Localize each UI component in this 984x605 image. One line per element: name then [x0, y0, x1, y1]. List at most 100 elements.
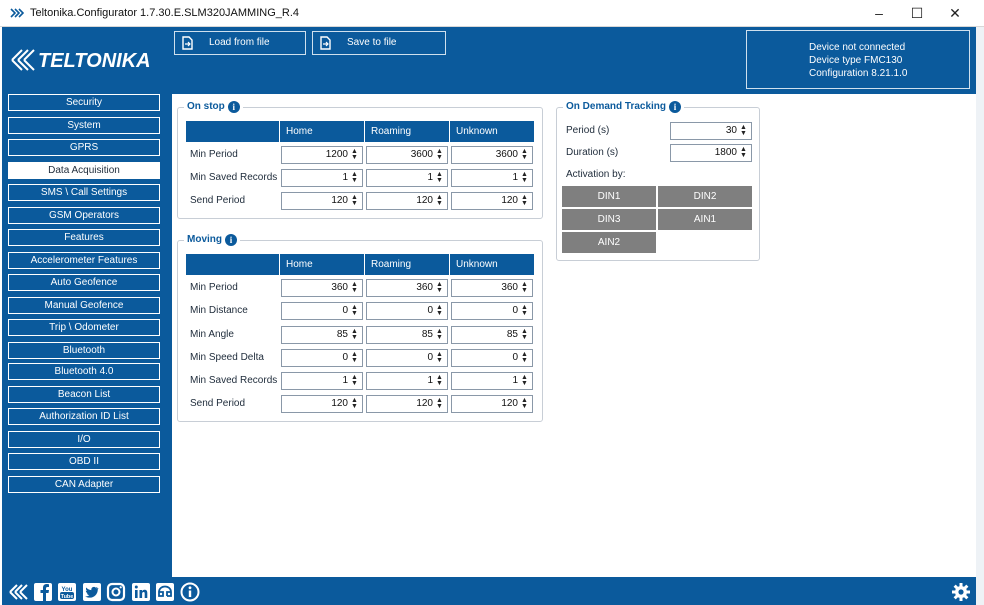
- spin-arrows-icon[interactable]: ▲ ▼: [351, 328, 358, 341]
- moving-min-speed-delta-home[interactable]: 0 ▲ ▼: [281, 349, 363, 367]
- spin-arrows-icon[interactable]: ▲ ▼: [351, 148, 358, 161]
- spin-arrows-icon[interactable]: ▲ ▼: [521, 148, 528, 161]
- on-stop-min-period-roaming[interactable]: 3600 ▲ ▼: [366, 146, 448, 164]
- spin-arrows-icon[interactable]: ▲ ▼: [521, 281, 528, 294]
- nav-accelerometer-features[interactable]: Accelerometer Features: [8, 252, 160, 269]
- spin-arrows-icon[interactable]: ▲ ▼: [436, 304, 443, 317]
- spin-arrows-icon[interactable]: ▲ ▼: [436, 171, 443, 184]
- nav-manual-geofence[interactable]: Manual Geofence: [8, 297, 160, 314]
- spin-arrows-icon[interactable]: ▲ ▼: [521, 194, 528, 207]
- moving-min-angle-unknown[interactable]: 85 ▲ ▼: [451, 326, 533, 344]
- settings-gear-icon[interactable]: [951, 582, 971, 602]
- nav-beacon-list[interactable]: Beacon List: [8, 386, 160, 403]
- on-stop-min-period-unknown[interactable]: 3600 ▲ ▼: [451, 146, 533, 164]
- nav-security[interactable]: Security: [8, 94, 160, 111]
- nav-sms-call-settings[interactable]: SMS \ Call Settings: [8, 184, 160, 201]
- on-stop-min-period-home[interactable]: 1200 ▲ ▼: [281, 146, 363, 164]
- din2-button[interactable]: DIN2: [658, 186, 752, 207]
- moving-send-period-roaming[interactable]: 120 ▲ ▼: [366, 395, 448, 413]
- spin-arrows-icon[interactable]: ▲ ▼: [521, 374, 528, 387]
- odt-period-input[interactable]: 30 ▲ ▼: [670, 122, 752, 140]
- spin-arrows-icon[interactable]: ▲ ▼: [436, 281, 443, 294]
- facebook-icon[interactable]: [33, 582, 53, 602]
- spin-arrows-icon[interactable]: ▲ ▼: [436, 374, 443, 387]
- chat-icon[interactable]: [155, 582, 175, 602]
- nav-can-adapter[interactable]: CAN Adapter: [8, 476, 160, 493]
- save-to-file-button[interactable]: Save to file: [312, 31, 446, 55]
- nav-trip-odometer[interactable]: Trip \ Odometer: [8, 319, 160, 336]
- din1-button[interactable]: DIN1: [562, 186, 656, 207]
- spin-arrows-icon[interactable]: ▲ ▼: [351, 304, 358, 317]
- on-stop-send-period-unknown[interactable]: 120 ▲ ▼: [451, 192, 533, 210]
- moving-row-label: Min Angle: [190, 329, 234, 340]
- instagram-icon[interactable]: [106, 582, 126, 602]
- on-stop-send-period-home[interactable]: 120 ▲ ▼: [281, 192, 363, 210]
- moving-min-saved-records-unknown[interactable]: 1 ▲ ▼: [451, 372, 533, 390]
- spin-arrows-icon[interactable]: ▲ ▼: [740, 124, 747, 137]
- twitter-icon[interactable]: [82, 582, 102, 602]
- nav-bluetooth[interactable]: Bluetooth: [8, 342, 160, 359]
- odt-duration-input[interactable]: 1800 ▲ ▼: [670, 144, 752, 162]
- spin-arrows-icon[interactable]: ▲ ▼: [521, 328, 528, 341]
- moving-min-speed-delta-unknown[interactable]: 0 ▲ ▼: [451, 349, 533, 367]
- spin-arrows-icon[interactable]: ▲ ▼: [521, 304, 528, 317]
- spin-arrows-icon[interactable]: ▲ ▼: [351, 194, 358, 207]
- on-stop-min-saved-records-unknown[interactable]: 1 ▲ ▼: [451, 169, 533, 187]
- spin-arrows-icon[interactable]: ▲ ▼: [351, 351, 358, 364]
- moving-min-angle-roaming[interactable]: 85 ▲ ▼: [366, 326, 448, 344]
- info-icon[interactable]: i: [227, 101, 240, 113]
- moving-send-period-home[interactable]: 120 ▲ ▼: [281, 395, 363, 413]
- moving-min-saved-records-roaming[interactable]: 1 ▲ ▼: [366, 372, 448, 390]
- spin-arrows-icon[interactable]: ▲ ▼: [521, 171, 528, 184]
- spin-arrows-icon[interactable]: ▲ ▼: [436, 194, 443, 207]
- moving-min-distance-unknown[interactable]: 0 ▲ ▼: [451, 302, 533, 320]
- on-stop-send-period-roaming[interactable]: 120 ▲ ▼: [366, 192, 448, 210]
- linkedin-icon[interactable]: [131, 582, 151, 602]
- moving-min-period-unknown[interactable]: 360 ▲ ▼: [451, 279, 533, 297]
- load-from-file-button[interactable]: Load from file: [174, 31, 306, 55]
- spin-arrows-icon[interactable]: ▲ ▼: [436, 148, 443, 161]
- moving-min-saved-records-home[interactable]: 1 ▲ ▼: [281, 372, 363, 390]
- moving-min-speed-delta-roaming[interactable]: 0 ▲ ▼: [366, 349, 448, 367]
- info-icon[interactable]: i: [669, 101, 682, 113]
- spin-arrows-icon[interactable]: ▲ ▼: [436, 351, 443, 364]
- on-stop-min-saved-records-roaming[interactable]: 1 ▲ ▼: [366, 169, 448, 187]
- moving-min-distance-roaming[interactable]: 0 ▲ ▼: [366, 302, 448, 320]
- din3-button[interactable]: DIN3: [562, 209, 656, 230]
- minimize-button[interactable]: –: [875, 5, 883, 21]
- spin-arrows-icon[interactable]: ▲ ▼: [436, 397, 443, 410]
- nav-features[interactable]: Features: [8, 229, 160, 246]
- spin-arrows-icon[interactable]: ▲ ▼: [740, 146, 747, 159]
- info-icon[interactable]: [180, 582, 200, 602]
- spin-arrows-icon[interactable]: ▲ ▼: [351, 171, 358, 184]
- close-button[interactable]: ✕: [949, 5, 961, 21]
- spin-arrows-icon[interactable]: ▲ ▼: [351, 374, 358, 387]
- teltonika-icon[interactable]: [8, 582, 28, 602]
- moving-min-distance-home[interactable]: 0 ▲ ▼: [281, 302, 363, 320]
- ain2-button[interactable]: AIN2: [562, 232, 656, 253]
- nav-authorization-id-list[interactable]: Authorization ID List: [8, 408, 160, 425]
- nav-system[interactable]: System: [8, 117, 160, 134]
- moving-header-home: Home: [280, 254, 365, 275]
- moving-min-angle-home[interactable]: 85 ▲ ▼: [281, 326, 363, 344]
- ain1-button[interactable]: AIN1: [658, 209, 752, 230]
- spin-arrows-icon[interactable]: ▲ ▼: [351, 281, 358, 294]
- moving-send-period-unknown[interactable]: 120 ▲ ▼: [451, 395, 533, 413]
- nav-gprs[interactable]: GPRS: [8, 139, 160, 156]
- info-icon[interactable]: i: [225, 234, 237, 246]
- nav-io[interactable]: I/O: [8, 431, 160, 448]
- spin-arrows-icon[interactable]: ▲ ▼: [521, 397, 528, 410]
- moving-min-period-home[interactable]: 360 ▲ ▼: [281, 279, 363, 297]
- spin-arrows-icon[interactable]: ▲ ▼: [436, 328, 443, 341]
- spin-arrows-icon[interactable]: ▲ ▼: [521, 351, 528, 364]
- nav-obd-ii[interactable]: OBD II: [8, 453, 160, 470]
- nav-gsm-operators[interactable]: GSM Operators: [8, 207, 160, 224]
- moving-min-period-roaming[interactable]: 360 ▲ ▼: [366, 279, 448, 297]
- youtube-icon[interactable]: You Tube: [57, 582, 77, 602]
- nav-auto-geofence[interactable]: Auto Geofence: [8, 274, 160, 291]
- nav-bluetooth-4[interactable]: Bluetooth 4.0: [8, 363, 160, 380]
- on-stop-min-saved-records-home[interactable]: 1 ▲ ▼: [281, 169, 363, 187]
- maximize-button[interactable]: ☐: [910, 5, 924, 21]
- spin-arrows-icon[interactable]: ▲ ▼: [351, 397, 358, 410]
- nav-data-acquisition[interactable]: Data Acquisition: [8, 162, 160, 179]
